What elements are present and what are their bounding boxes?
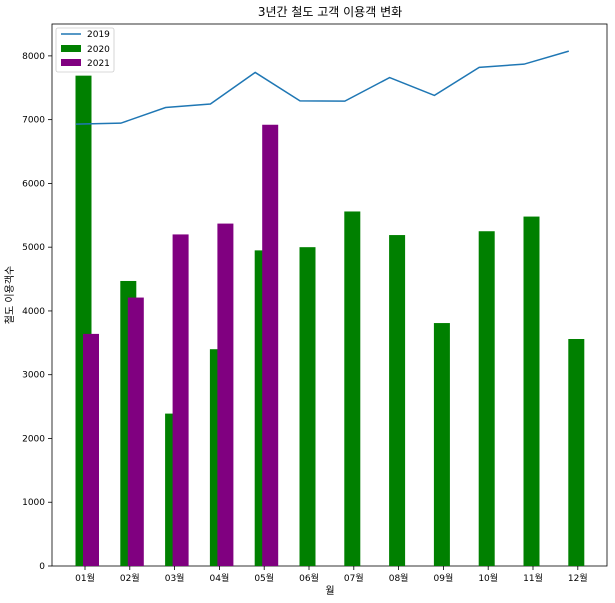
line-2019 (75, 50, 570, 125)
legend: 2019 2020 2021 (55, 27, 115, 73)
x-tick-label: 04월 (210, 572, 230, 584)
x-tick-label: 05월 (254, 572, 274, 584)
bar-2020 (523, 216, 540, 567)
y-tick-label: 6000 (22, 179, 45, 189)
x-tick-label: 03월 (165, 572, 185, 584)
y-tick-label: 8000 (22, 52, 45, 62)
x-tick-label: 08월 (389, 572, 409, 584)
x-axis: 01월 02월 03월 04월 05월 06월 07월 08월 09월 10월 11월 12월 (75, 566, 588, 584)
bar-2020 (478, 231, 495, 566)
x-tick-label: 02월 (120, 572, 140, 584)
legend-label-2019: 2019 (87, 30, 110, 40)
plot-frame (51, 23, 608, 567)
x-tick-label: 07월 (344, 572, 364, 584)
y-tick-label: 3000 (22, 371, 45, 381)
bar-2020 (299, 247, 316, 567)
legend-swatch-2021 (61, 59, 81, 66)
legend-label-2020: 2020 (87, 45, 110, 55)
y-axis: 0 1000 2000 3000 4000 5000 6000 7000 8000 (22, 52, 52, 572)
bar-2020 (568, 338, 585, 566)
bar-layer (75, 75, 585, 567)
bar-2021 (217, 223, 234, 566)
y-tick-label: 1000 (22, 498, 45, 508)
y-tick-label: 5000 (22, 243, 45, 253)
x-tick-label: 09월 (434, 572, 454, 584)
x-tick-label: 11월 (523, 572, 543, 584)
x-tick-label: 10월 (478, 572, 498, 584)
legend-label-2021: 2021 (87, 59, 110, 69)
bar-2021 (127, 297, 144, 566)
chart-title: 3년간 철도 고객 이용객 변화 (258, 5, 402, 19)
line-layer (75, 50, 570, 125)
y-tick-label: 0 (39, 562, 45, 572)
x-axis-title: 월 (325, 585, 334, 597)
x-tick-label: 12월 (568, 572, 588, 584)
y-tick-label: 7000 (22, 116, 45, 126)
y-tick-label: 4000 (22, 307, 45, 317)
bar-2021 (83, 333, 99, 566)
y-tick-label: 2000 (22, 434, 45, 444)
bar-2020 (389, 235, 406, 567)
bar-2020 (433, 323, 450, 566)
bar-2021 (262, 124, 279, 567)
bar-2021 (172, 234, 189, 566)
x-tick-label: 01월 (75, 572, 95, 584)
legend-swatch-2020 (61, 45, 81, 52)
x-tick-label: 06월 (299, 572, 319, 584)
bar-2020 (344, 211, 361, 566)
y-axis-title: 철도 이용객수 (4, 266, 16, 324)
